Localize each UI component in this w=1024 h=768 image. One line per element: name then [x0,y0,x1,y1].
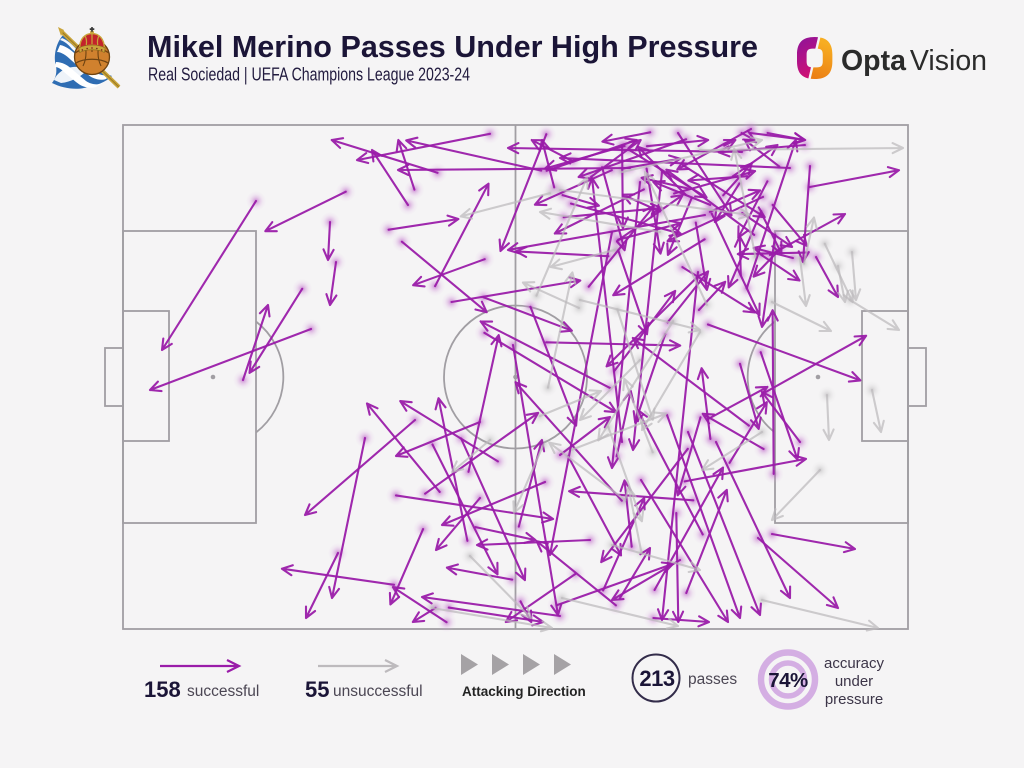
svg-text:Real Sociedad | UEFA Champions: Real Sociedad | UEFA Champions League 20… [148,65,470,85]
svg-text:213: 213 [639,666,674,691]
svg-text:unsuccessful: unsuccessful [333,683,423,700]
svg-text:accuracy: accuracy [824,655,885,672]
svg-text:158: 158 [144,677,181,702]
svg-text:Mikel Merino Passes Under High: Mikel Merino Passes Under High Pressure [147,29,758,64]
svg-text:Attacking Direction: Attacking Direction [462,684,586,699]
svg-text:successful: successful [187,683,259,700]
svg-text:passes: passes [688,671,737,688]
svg-text:74%: 74% [768,669,808,692]
svg-text:55: 55 [305,677,329,702]
svg-text:pressure: pressure [825,691,883,708]
svg-text:under: under [835,673,873,690]
